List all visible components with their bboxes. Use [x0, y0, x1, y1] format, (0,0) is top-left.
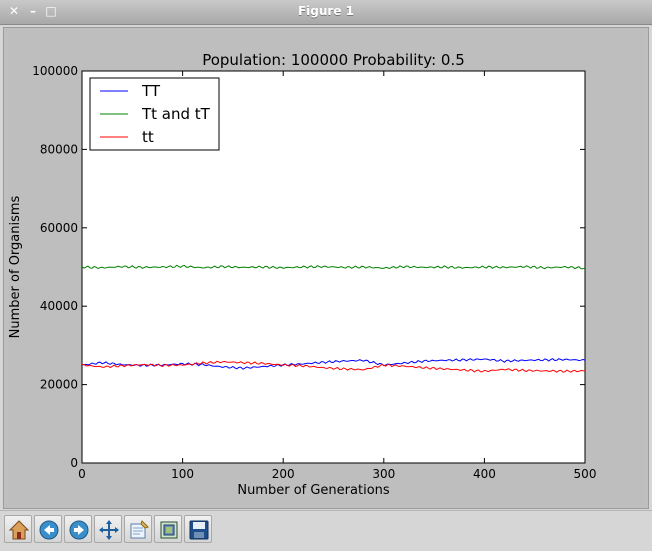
- x-axis-label: Number of Generations: [237, 483, 390, 498]
- x-tick-label: 0: [78, 467, 86, 481]
- home-button[interactable]: [4, 515, 32, 543]
- maximize-icon[interactable]: □: [45, 4, 57, 18]
- back-button[interactable]: [34, 515, 62, 543]
- back-icon: [39, 520, 59, 540]
- y-tick-label: 0: [70, 456, 78, 470]
- chart-title: Population: 100000 Probability: 0.5: [202, 51, 465, 69]
- pan-button[interactable]: [94, 515, 122, 543]
- series-line-tt: [81, 360, 586, 373]
- y-tick-label: 60000: [40, 221, 78, 235]
- legend-label: Tt and tT: [141, 105, 211, 123]
- zoom-rect-button[interactable]: [154, 515, 182, 543]
- y-tick-label: 20000: [40, 378, 78, 392]
- zoom-rect-icon: [160, 521, 178, 539]
- save-button[interactable]: [184, 515, 212, 543]
- configure-subplots-button[interactable]: [124, 515, 152, 543]
- configure-subplots-icon: [130, 520, 149, 539]
- close-icon[interactable]: ✕: [8, 4, 20, 18]
- save-icon: [189, 520, 209, 540]
- x-tick-label: 400: [473, 467, 496, 481]
- window-titlebar: ✕ – □ Figure 1: [0, 0, 652, 25]
- x-tick-label: 500: [574, 467, 597, 481]
- y-axis-label: Number of Organisms: [8, 195, 23, 338]
- forward-button[interactable]: [64, 515, 92, 543]
- navigation-toolbar: [0, 510, 652, 551]
- legend-label: tt: [142, 128, 154, 146]
- x-tick-label: 200: [272, 467, 295, 481]
- forward-icon: [69, 520, 89, 540]
- home-icon: [8, 520, 30, 540]
- figure-canvas: Population: 100000 Probability: 0.5 0 100 2…: [8, 51, 597, 498]
- y-tick-label: 40000: [40, 299, 78, 313]
- y-tick-label: 100000: [32, 64, 78, 78]
- legend-label: TT: [141, 82, 161, 100]
- pan-icon: [99, 520, 119, 540]
- minimize-icon[interactable]: –: [30, 4, 36, 18]
- series-line-tt-and-tt: [81, 264, 586, 270]
- x-tick-label: 300: [372, 467, 395, 481]
- x-tick-label: 100: [171, 467, 194, 481]
- y-tick-label: 80000: [40, 142, 78, 156]
- window-title: Figure 1: [297, 4, 355, 18]
